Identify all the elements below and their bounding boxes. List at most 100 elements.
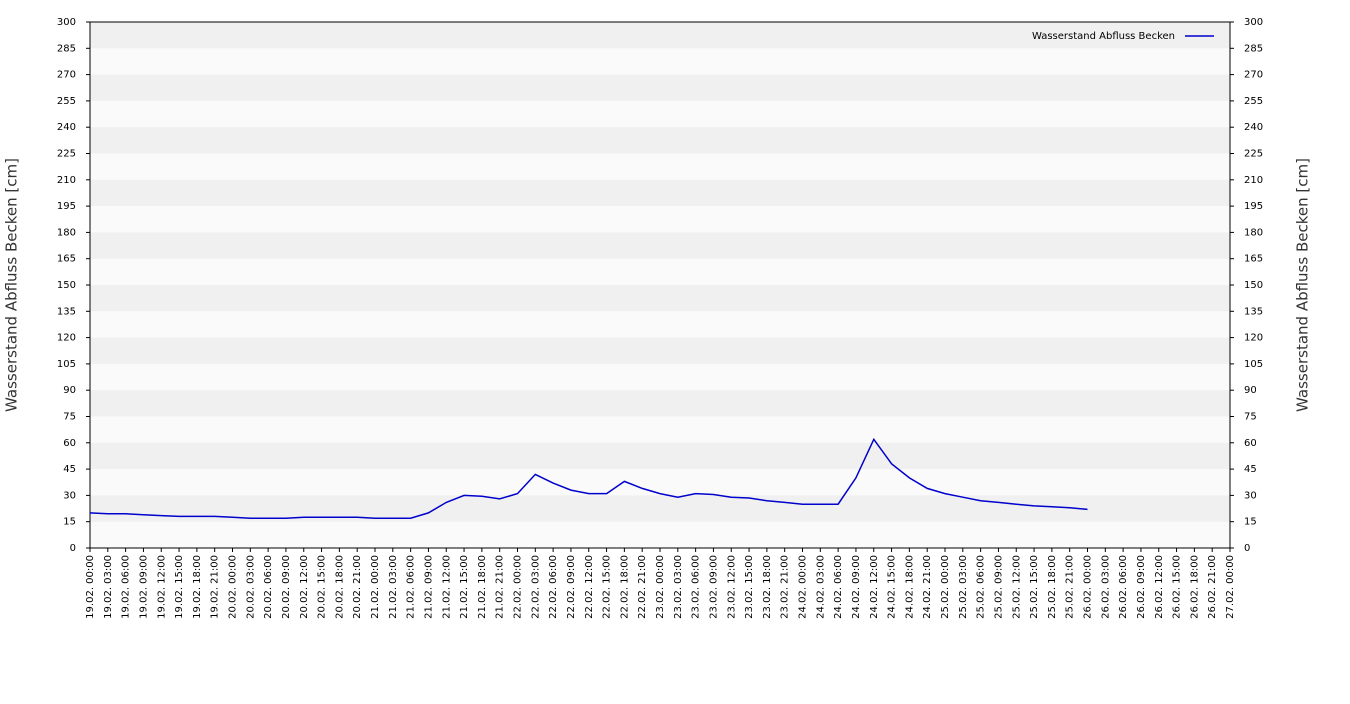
x-tick-label: 25.02. 03:00 <box>958 555 969 619</box>
x-tick-label: 23.02. 06:00 <box>691 555 702 619</box>
y-tick-label: 300 <box>57 17 76 28</box>
x-tick-label: 20.02. 18:00 <box>334 555 345 619</box>
y2-tick-label: 45 <box>1244 464 1257 475</box>
y-axis-title: Wasserstand Abfluss Becken [cm] <box>3 158 21 412</box>
grid-band <box>90 22 1230 49</box>
y-tick-label: 180 <box>57 227 76 238</box>
y-tick-label: 15 <box>63 517 76 528</box>
grid-band <box>90 495 1230 522</box>
grid-band <box>90 179 1230 207</box>
y2-tick-label: 240 <box>1244 122 1263 133</box>
y-tick-label: 120 <box>57 333 76 344</box>
x-tick-label: 26.02. 03:00 <box>1100 555 1111 619</box>
x-tick-label: 24.02. 18:00 <box>904 555 915 619</box>
y2-tick-label: 285 <box>1244 43 1263 54</box>
x-tick-label: 20.02. 00:00 <box>228 555 239 619</box>
y2-tick-label: 165 <box>1244 254 1263 265</box>
x-tick-label: 21.02. 21:00 <box>495 555 506 619</box>
y-tick-label: 255 <box>57 96 76 107</box>
y2-tick-label: 15 <box>1244 517 1257 528</box>
x-tick-label: 20.02. 12:00 <box>299 555 310 619</box>
y2-tick-label: 60 <box>1244 438 1257 449</box>
x-tick-label: 19.02. 12:00 <box>156 555 167 619</box>
y2-tick-label: 120 <box>1244 333 1263 344</box>
grid-band <box>90 337 1230 364</box>
x-tick-label: 19.02. 21:00 <box>210 555 221 619</box>
x-tick-label: 23.02. 15:00 <box>744 555 755 619</box>
y-tick-label: 90 <box>63 385 76 396</box>
y2-tick-label: 195 <box>1244 201 1263 212</box>
y-tick-label: 0 <box>70 543 76 554</box>
y2-tick-label: 135 <box>1244 306 1263 317</box>
x-tick-label: 21.02. 12:00 <box>441 555 452 619</box>
x-tick-label: 24.02. 06:00 <box>833 555 844 619</box>
x-tick-label: 23.02. 18:00 <box>762 555 773 619</box>
x-tick-label: 23.02. 03:00 <box>673 555 684 619</box>
x-tick-label: 25.02. 00:00 <box>940 555 951 619</box>
y-tick-label: 270 <box>57 70 76 81</box>
data-line <box>89 437 1088 519</box>
x-tick-label: 23.02. 09:00 <box>708 555 719 619</box>
x-tick-label: 26.02. 15:00 <box>1172 555 1183 619</box>
x-tick-label: 22.02. 15:00 <box>602 555 613 619</box>
grid-band <box>90 232 1230 259</box>
x-tick-label: 20.02. 03:00 <box>245 555 256 619</box>
y2-tick-label: 30 <box>1244 490 1257 501</box>
y-tick-label: 195 <box>57 201 76 212</box>
plot-frame <box>89 21 1231 549</box>
y-tick-label: 60 <box>63 438 76 449</box>
x-tick-label: 25.02. 09:00 <box>993 555 1004 619</box>
grid-band <box>90 442 1230 470</box>
x-tick-label: 23.02. 12:00 <box>726 555 737 619</box>
y-tick-label: 165 <box>57 254 76 265</box>
x-tick-label: 25.02. 21:00 <box>1065 555 1076 619</box>
y2-tick-label: 150 <box>1244 280 1263 291</box>
x-tick-label: 22.02. 18:00 <box>619 555 630 619</box>
x-tick-label: 25.02. 15:00 <box>1029 555 1040 619</box>
grid-band <box>90 127 1230 154</box>
x-tick-label: 22.02. 03:00 <box>530 555 541 619</box>
x-tick-label: 21.02. 00:00 <box>370 555 381 619</box>
x-tick-label: 21.02. 06:00 <box>406 555 417 619</box>
y-tick-label: 75 <box>63 412 76 423</box>
x-tick-label: 22.02. 21:00 <box>637 555 648 619</box>
y-tick-label: 105 <box>57 359 76 370</box>
x-tick-label: 26.02. 00:00 <box>1083 555 1094 619</box>
x-tick-label: 19.02. 03:00 <box>103 555 114 619</box>
grid-band <box>90 390 1230 417</box>
y-tick-label: 240 <box>57 122 76 133</box>
x-tick-label: 24.02. 12:00 <box>869 555 880 619</box>
x-tick-label: 22.02. 12:00 <box>584 555 595 619</box>
x-tick-label: 20.02. 09:00 <box>281 555 292 619</box>
y-tick-label: 45 <box>63 464 76 475</box>
x-tick-label: 22.02. 09:00 <box>566 555 577 619</box>
grid-band <box>90 74 1230 101</box>
x-tick-label: 27.02. 00:00 <box>1225 555 1236 619</box>
x-tick-label: 23.02. 00:00 <box>655 555 666 619</box>
x-tick-label: 19.02. 18:00 <box>192 555 203 619</box>
y2-tick-label: 255 <box>1244 96 1263 107</box>
y-tick-label: 150 <box>57 280 76 291</box>
legend-label: Wasserstand Abfluss Becken <box>1032 31 1175 42</box>
y-tick-label: 30 <box>63 490 76 501</box>
x-tick-label: 26.02. 09:00 <box>1136 555 1147 619</box>
x-tick-label: 24.02. 03:00 <box>815 555 826 619</box>
x-tick-label: 21.02. 15:00 <box>459 555 470 619</box>
grid-band <box>90 285 1230 312</box>
x-tick-label: 26.02. 12:00 <box>1154 555 1165 619</box>
x-tick-label: 23.02. 21:00 <box>780 555 791 619</box>
x-tick-label: 21.02. 09:00 <box>423 555 434 619</box>
x-tick-label: 26.02. 06:00 <box>1118 555 1129 619</box>
y-tick-label: 210 <box>57 175 76 186</box>
x-tick-label: 24.02. 15:00 <box>887 555 898 619</box>
x-tick-label: 25.02. 06:00 <box>976 555 987 619</box>
y2-tick-label: 0 <box>1244 543 1250 554</box>
y2-tick-label: 225 <box>1244 149 1263 160</box>
y2-tick-label: 105 <box>1244 359 1263 370</box>
x-tick-label: 20.02. 15:00 <box>317 555 328 619</box>
x-tick-label: 25.02. 18:00 <box>1047 555 1058 619</box>
x-tick-label: 22.02. 06:00 <box>548 555 559 619</box>
y2-tick-label: 210 <box>1244 175 1263 186</box>
x-tick-label: 21.02. 18:00 <box>477 555 488 619</box>
